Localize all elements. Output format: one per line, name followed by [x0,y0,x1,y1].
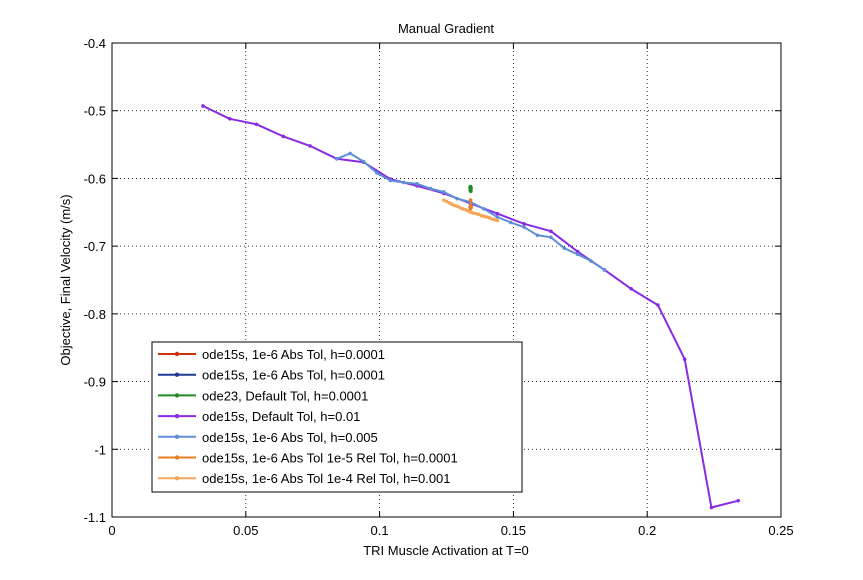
y-tick-label: -0.5 [84,104,106,119]
data-point [482,207,486,211]
data-point [455,196,460,201]
legend-label: ode15s, 1e-6 Abs Tol 1e-4 Rel Tol, h=0.0… [202,471,451,486]
data-point [575,249,580,254]
grid [112,43,781,517]
data-point [522,225,526,229]
data-point [602,268,607,272]
data-point [575,252,580,257]
x-tick-label: 0 [108,523,115,538]
data-point [428,186,433,191]
data-point [201,104,205,108]
data-point [476,212,481,217]
legend-item: ode15s, 1e-6 Abs Tol, h=0.0001 [158,347,385,362]
y-tick-label: -0.7 [84,239,106,254]
legend-item: ode15s, 1e-6 Abs Tol 1e-4 Rel Tol, h=0.0… [158,471,451,486]
data-point [308,144,312,148]
data-point [469,188,473,192]
data-point [549,229,553,234]
chart-title: Manual Gradient [398,21,494,36]
data-point [388,178,393,183]
data-point [495,211,500,216]
y-tick-label: -0.8 [84,307,106,322]
legend-label: ode15s, Default Tol, h=0.01 [202,409,360,424]
data-point [458,205,462,210]
data-point [549,235,553,240]
y-tick-label: -0.9 [84,375,106,390]
data-point [522,221,526,226]
y-tick-label: -1.1 [84,510,106,525]
series-3 [468,184,473,194]
legend-item: ode23, Default Tol, h=0.0001 [158,388,368,403]
data-point [442,190,446,194]
data-point [589,259,593,263]
data-point [466,209,470,213]
legend-item: ode15s, 1e-6 Abs Tol, h=0.0001 [158,368,385,383]
data-point [415,182,419,186]
legend-label: ode15s, 1e-6 Abs Tol 1e-5 Rel Tol, h=0.0… [202,451,458,466]
data-point [562,246,567,250]
data-point [682,357,687,362]
data-point [508,220,513,225]
data-point [450,202,454,206]
data-point [468,184,473,189]
axes-box [111,42,782,518]
x-tick-label: 0.1 [371,523,389,538]
data-point [254,122,259,127]
legend-item: ode15s, 1e-6 Abs Tol, h=0.005 [158,430,378,445]
axis-ticks: 0 0.05 0.1 0.15 0.2 0.25 -1.1 -1 -0.9 -0.8 -0.7 -0.… [84,36,794,538]
data-point [375,171,379,175]
legend-marker [174,351,180,357]
series-7 [442,198,500,223]
data-point [401,180,406,185]
legend-label: ode23, Default Tol, h=0.0001 [202,388,368,403]
data-point [281,134,286,139]
legend-item: ode15s, 1e-6 Abs Tol 1e-5 Rel Tol, h=0.0… [158,451,458,466]
y-tick-label: -1 [94,442,106,457]
series-lines [201,104,740,510]
legend-marker [174,476,180,481]
y-axis-label: Objective, Final Velocity (m/s) [58,194,73,365]
data-point [334,156,339,161]
data-point [469,205,473,210]
y-tick-label: -0.6 [84,171,106,186]
data-point [656,303,660,307]
data-point [463,207,468,212]
data-point [444,199,449,204]
legend-label: ode15s, 1e-6 Abs Tol, h=0.005 [202,430,378,445]
x-tick-label: 0.2 [638,523,656,538]
data-point [535,233,540,238]
data-point [348,151,352,156]
x-axis-label: TRI Muscle Activation at T=0 [363,543,529,558]
legend-item: ode15s, Default Tol, h=0.01 [158,409,360,424]
data-point [629,287,633,291]
data-point [487,215,492,220]
legend-label: ode15s, 1e-6 Abs Tol, h=0.0001 [202,347,385,362]
data-point [442,198,446,202]
legend-marker [174,434,180,439]
x-tick-label: 0.15 [501,523,526,538]
data-point [227,117,232,121]
data-point [709,505,714,510]
data-point [495,215,500,219]
legend-label: ode15s, 1e-6 Abs Tol, h=0.0001 [202,368,385,383]
series-6 [468,198,473,211]
data-point [455,204,460,208]
data-point [736,498,740,503]
legend-marker [174,372,180,377]
legend: ode15s, 1e-6 Abs Tol, h=0.0001 ode15s, 1e… [151,341,523,493]
y-tick-label: -0.4 [84,36,106,51]
data-point [447,201,451,205]
legend-marker [174,455,180,460]
data-point [495,218,500,223]
legend-marker [174,393,180,398]
legend-marker [174,413,180,419]
x-tick-label: 0.05 [233,523,258,538]
data-point [361,159,366,164]
data-point [468,198,473,202]
legend-box [151,341,523,493]
x-tick-label: 0.25 [768,523,793,538]
